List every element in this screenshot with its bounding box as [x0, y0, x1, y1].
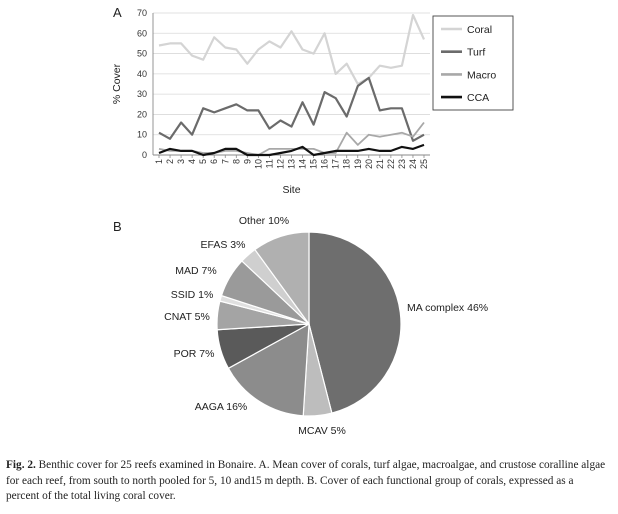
y-axis-label: % Cover: [111, 63, 123, 104]
y-tick-label: 20: [137, 109, 147, 119]
x-tick-label: 7: [220, 159, 230, 164]
x-tick-label: 12: [275, 159, 285, 169]
x-tick-label: 11: [264, 159, 274, 168]
x-tick-label: 24: [408, 159, 418, 169]
x-tick-label: 8: [231, 159, 241, 164]
pie-label-ssid: SSID 1%: [171, 289, 214, 301]
pie-chart-b: MA complex 46% MCAV 5% AAGA 16% POR 7% CNAT …: [164, 215, 488, 437]
x-tick-label: 6: [209, 159, 219, 164]
x-axis-label: Site: [282, 184, 300, 196]
series-line-coral: [158, 13, 426, 86]
pie-slice-aaga: [227, 322, 310, 417]
x-tick-label: 3: [176, 159, 186, 164]
pie-label-other: Other 10%: [239, 215, 289, 227]
x-tick-label: 1: [154, 159, 164, 164]
pie-label-mcav: MCAV 5%: [298, 425, 346, 437]
y-tick-label: 70: [137, 8, 147, 18]
pie-label-cnat: CNAT 5%: [164, 311, 210, 323]
panel-a-letter: A: [113, 5, 122, 20]
x-tick-label: 14: [298, 159, 308, 169]
pie-label-por: POR 7%: [174, 348, 215, 360]
legend-label-turf: Turf: [467, 47, 485, 59]
y-tick-label: 10: [137, 130, 147, 140]
y-tick-label: 30: [137, 89, 147, 99]
x-tick-label: 4: [187, 159, 197, 164]
caption-label: Fig. 2.: [6, 459, 36, 471]
figure-caption: Fig. 2. Benthic cover for 25 reefs exami…: [6, 458, 606, 505]
x-tick-label: 9: [242, 159, 252, 164]
series-line-macro: [158, 121, 425, 156]
legend-box: [432, 15, 514, 111]
y-tick-label: 0: [142, 150, 147, 160]
series-line-turf: [158, 76, 425, 142]
x-tick-label: 19: [353, 159, 363, 169]
y-tick-label: 60: [137, 28, 147, 38]
pie-label-aaga: AAGA 16%: [195, 401, 248, 413]
x-tick-label: 18: [342, 159, 352, 169]
y-tick-label: 50: [137, 49, 147, 59]
pie-label-mad: MAD 7%: [175, 265, 216, 277]
pie-label-ma: MA complex 46%: [407, 302, 488, 314]
x-tick-label: 22: [386, 159, 396, 169]
x-tick-label: 13: [287, 159, 297, 169]
series-line-cca: [158, 143, 425, 157]
x-tick-label: 20: [364, 159, 374, 169]
x-tick-label: 23: [397, 159, 407, 169]
x-tick-label: 25: [419, 159, 429, 169]
pie-slice-other: [254, 231, 310, 326]
x-tick-label: 15: [309, 159, 319, 169]
x-tick-label: 2: [165, 159, 175, 164]
x-tick-label: 10: [253, 159, 263, 169]
y-tick-label: 40: [137, 69, 147, 79]
x-tick-label: 16: [320, 159, 330, 169]
x-tick-label: 21: [375, 159, 385, 169]
x-tick-label: 17: [331, 159, 341, 169]
pie-label-efas: EFAS 3%: [201, 239, 246, 251]
x-tick-label: 5: [198, 159, 208, 164]
panel-b-letter: B: [113, 219, 122, 234]
legend-label-cca: CCA: [467, 92, 489, 104]
caption-text: Benthic cover for 25 reefs examined in B…: [6, 459, 606, 502]
pie-slice-ma: [308, 231, 402, 414]
legend-label-macro: Macro: [467, 69, 496, 81]
legend-label-coral: Coral: [467, 24, 492, 36]
